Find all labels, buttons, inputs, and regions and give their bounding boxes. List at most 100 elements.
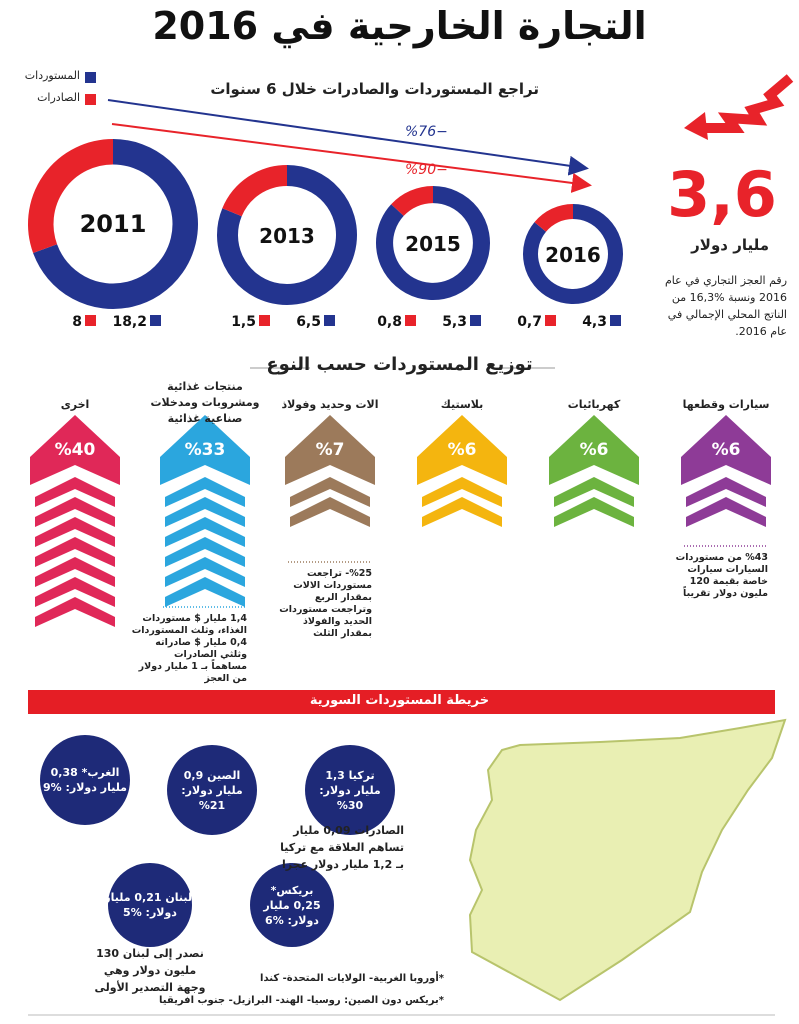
type-arrow [30,415,120,627]
type-share: %40 [55,440,96,460]
type-arrow [285,415,375,527]
text-line: 1,4 مليار $ مستوردات [142,613,247,624]
type-name: الات وحديد وفولاذ [281,398,379,411]
arrow-chevron [165,497,245,527]
imports-change: %76− [405,124,448,140]
exports-arc [28,139,114,253]
arrow-chevron [165,537,245,567]
exports-swatch [259,315,270,326]
text-line: الغذاء، وثلث المستوردات [131,625,247,636]
arrow-chevron [165,517,245,547]
arrow-chevron [554,497,634,527]
country-circle [40,735,130,825]
arrow-chevron [35,577,115,607]
country-label: الغرب* 0,38 مليار دولار: %9 [40,765,130,795]
text-line: دولار: %6 [265,913,319,927]
text-line: %43 من مستوردات [675,552,768,563]
text-line: السيارات سيارات [687,564,768,575]
country-circle [305,745,395,835]
imports-arc [217,165,357,305]
imports-swatch [150,315,161,326]
imports-arc [376,186,490,300]
text-line: بـ 1,2 مليار دولار عجزا [281,858,404,871]
text-line: *أوروبا الغربية- الولايات المتحدة- كندا [260,973,444,984]
type-name: منتجات غذائية ومشروبات ومدخلات صناعية غذ… [150,380,260,425]
type-name: سيارات وقطعها [682,398,770,411]
country-label: بريكس* 0,25 مليار دولار: %6 [250,883,334,928]
imports-arc [523,204,623,304]
type-share: %7 [316,440,345,460]
arrow-head [30,415,120,485]
imports-swatch [610,315,621,326]
arrow-head [417,415,507,485]
legend-swatch [85,94,96,105]
legend-label: المستوردات [24,69,80,82]
arrow-head [549,415,639,485]
arrow-chevron [422,477,502,507]
type-arrow [417,415,507,527]
text-line: مليار دولار: [319,783,381,797]
country-label: لبنان 0,21 مليار دولار: %5 [104,890,192,920]
text-line: وتراجعت مستوردات [279,604,372,615]
type-share: %6 [712,440,741,460]
type-share: %6 [448,440,477,460]
text-line: %21 [198,798,226,812]
text-line: نصدر إلى لبنان 130 [96,947,204,960]
arrow-chevron [165,477,245,507]
imports-value: 18,2 [112,314,147,330]
type-share: %33 [185,440,226,460]
arrow-chevron [35,477,115,507]
title: التجارة الخارجية في 2016 [152,4,647,48]
arrow-chevron [35,537,115,567]
text-line: بمقدار الربع [314,592,372,603]
footnotes: *أوروبا الغربية- الولايات المتحدة- كندا *… [159,968,444,1012]
arrow-chevron [35,557,115,587]
imports-value: 6,5 [296,314,321,330]
text-line: مستوردات الالات [293,580,372,591]
arrow-chevron [554,477,634,507]
exports-swatch [405,315,416,326]
exports-value: 8 [72,314,82,330]
text-line: %25- تراجعت [307,568,372,579]
arrow-chevron [35,497,115,527]
banner-title: خريطة المستوردات السورية [309,693,490,708]
text-line: خاصة بقيمة 120 [689,576,768,587]
exports-value: 0,8 [377,314,402,330]
country-label: تركيا 1,3 مليار دولار: %30 [305,768,395,813]
imports-swatch [470,315,481,326]
type-share: %6 [580,440,609,460]
exports-arc [534,204,574,233]
section-title: تراجع المستوردات والصادرات خلال 6 سنوات [210,80,539,98]
arrow-chevron [422,497,502,527]
type-name: كهربائيات [567,398,621,411]
text-line: مليون دولار وهي [103,964,197,977]
text-line: الغرب* 0,38 [50,766,120,779]
trend-arrow [111,123,592,193]
country-circle [108,863,192,947]
arrow-head [681,415,771,485]
year-label: 2016 [545,243,601,267]
text-line: 0,4 مليار $ صادراته [155,637,247,648]
country-label: الصين 0,9 مليار دولار: %21 [167,768,257,813]
text-line: بمقدار الثلث [313,628,372,639]
arrow-chevron [165,577,245,607]
legend-label: الصادرات [37,91,80,104]
text-line: تركيا 1,3 [325,768,375,782]
text-line: مليون دولار تقريباً [683,588,768,599]
country-circle [167,745,257,835]
year-label: 2015 [405,232,461,256]
deficit-text: رقم العجز التجاري في عام 2016 ونسبة %16,… [664,274,787,338]
text-line: تساهم العلاقة مع تركيا [280,841,404,854]
imports-value: 4,3 [582,314,607,330]
type-name: بلاستيك [440,398,484,411]
decline-icon [700,74,794,133]
exports-swatch [545,315,556,326]
arrow-head [160,415,250,485]
text-line: %30 [336,798,364,812]
lebanon-note: نصدر إلى لبنان 130 مليون دولار وهي وجهة ال… [90,945,210,996]
imports-swatch [324,315,335,326]
text-line: مليار دولار: [181,783,243,797]
exports-value: 1,5 [231,314,256,330]
